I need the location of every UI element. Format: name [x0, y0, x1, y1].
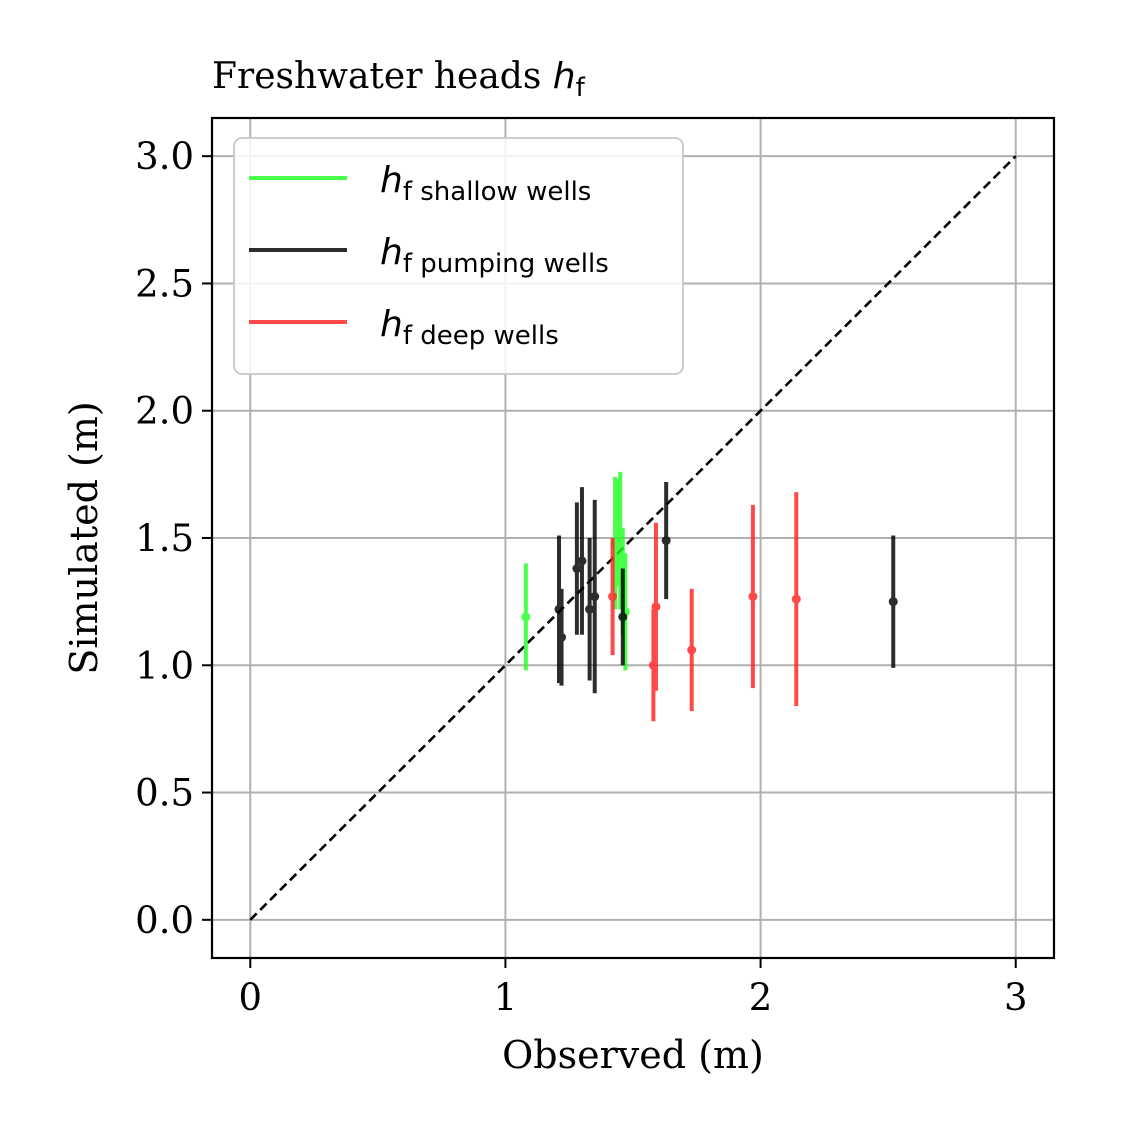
series-1 — [554, 482, 898, 694]
data-point — [651, 602, 661, 612]
data-point — [748, 592, 758, 602]
data-point — [585, 604, 595, 614]
y-tick-label: 0.0 — [135, 899, 194, 942]
legend-box — [233, 137, 684, 375]
one-to-one-line — [249, 155, 1017, 921]
legend: hf shallow wells hf pumping wells hf deep … — [233, 137, 684, 375]
y-tick-label: 0.5 — [135, 772, 194, 815]
chart-title: Freshwater heads hf — [212, 56, 586, 103]
legend-items: hf shallow wells hf pumping wells hf deep … — [249, 160, 609, 351]
x-tick-label: 2 — [749, 976, 773, 1019]
data-point — [577, 556, 587, 566]
data-point — [661, 536, 671, 546]
data-point — [888, 597, 898, 607]
tick-layer: 0 1 2 3 0.0 0.5 1.0 1.5 2.0 2.5 3.0 — [135, 135, 1027, 1019]
data-point — [572, 564, 582, 574]
data-point — [608, 592, 618, 602]
y-axis-label: Simulated (m) — [62, 401, 106, 674]
x-tick-label: 0 — [238, 976, 262, 1019]
series-0 — [521, 471, 630, 671]
data-point — [557, 632, 567, 642]
data-point — [618, 612, 628, 622]
x-tick-label: 1 — [494, 976, 518, 1019]
data-point — [791, 594, 801, 604]
legend-label: hf pumping wells — [380, 232, 609, 279]
data-point — [590, 592, 600, 602]
legend-label: hf deep wells — [380, 304, 559, 351]
y-tick-label: 1.5 — [135, 517, 194, 560]
y-tick-label: 2.5 — [135, 262, 194, 305]
one-to-one-layer — [249, 155, 1017, 921]
y-tick-label: 2.0 — [135, 390, 194, 433]
data-point — [687, 645, 697, 655]
y-tick-label: 1.0 — [135, 644, 194, 687]
series-layer — [521, 471, 898, 722]
y-tick-label: 3.0 — [135, 135, 194, 178]
series-2 — [608, 492, 801, 722]
legend-label: hf shallow wells — [380, 160, 591, 207]
x-tick-label: 3 — [1004, 976, 1028, 1019]
x-axis-label: Observed (m) — [502, 1033, 764, 1077]
data-point — [521, 612, 531, 622]
